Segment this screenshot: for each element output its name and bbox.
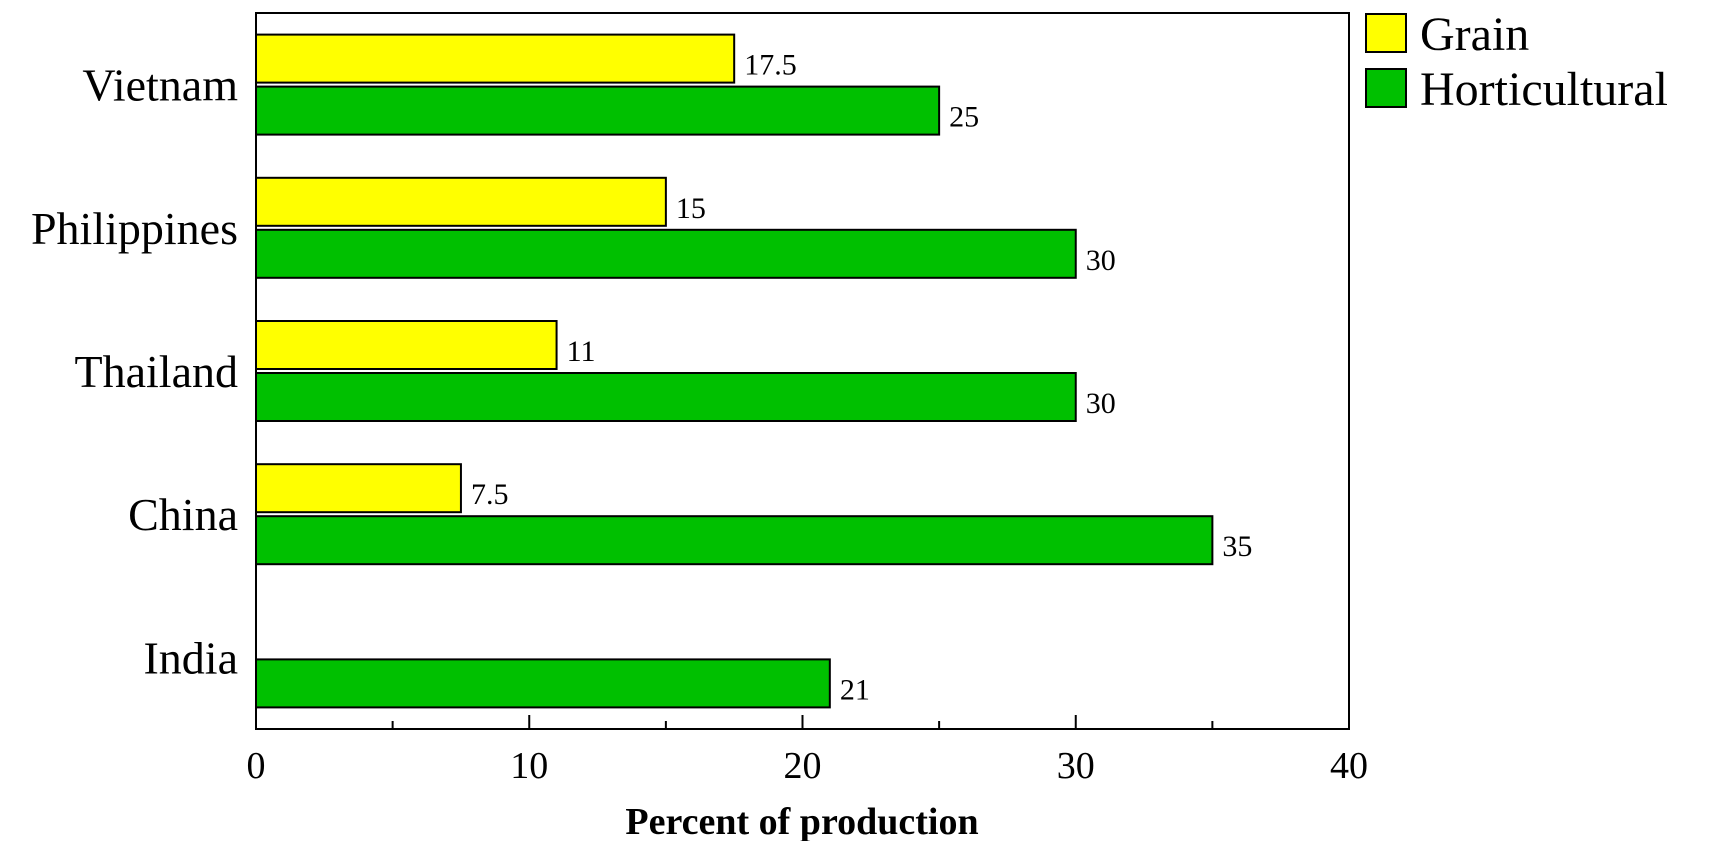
bar-grain-philippines [255, 176, 667, 227]
x-axis: 0 10 20 30 40 [247, 715, 1368, 787]
value-label-grain-vietnam: 17.5 [744, 49, 797, 82]
value-labels-layer: 21 7.5 35 11 30 15 30 17.5 25 [471, 49, 1252, 707]
value-label-horticultural-philippines: 30 [1086, 244, 1116, 277]
bar-horticultural-vietnam [255, 85, 941, 136]
x-tick-label-30: 30 [1057, 745, 1095, 787]
category-label-india: India [143, 632, 238, 683]
x-tick-label-0: 0 [247, 745, 266, 787]
value-label-horticultural-thailand: 30 [1086, 387, 1116, 420]
x-tick-label-40: 40 [1330, 745, 1368, 787]
x-tick-label-20: 20 [784, 745, 822, 787]
legend-label-grain: Grain [1420, 8, 1529, 61]
value-label-horticultural-india: 21 [840, 673, 870, 706]
legend-swatch-grain [1365, 13, 1407, 53]
x-axis-title: Percent of production [625, 801, 978, 841]
value-label-grain-philippines: 15 [676, 192, 706, 225]
category-label-china: China [128, 489, 238, 540]
bar-horticultural-india [255, 658, 831, 709]
category-label-philippines: Philippines [31, 203, 238, 254]
bar-grain-vietnam [255, 33, 736, 84]
x-tick-label-10: 10 [510, 745, 548, 787]
bar-horticultural-thailand [255, 372, 1077, 422]
bar-horticultural-china [255, 515, 1214, 566]
value-label-grain-china: 7.5 [471, 478, 509, 511]
category-label-thailand: Thailand [75, 346, 239, 397]
value-label-horticultural-vietnam: 25 [949, 101, 979, 134]
bars-layer [255, 33, 1214, 709]
bar-grain-thailand [255, 320, 558, 370]
value-label-horticultural-china: 35 [1222, 530, 1252, 563]
bar-horticultural-philippines [255, 228, 1077, 279]
bar-grain-china [255, 463, 462, 514]
category-label-vietnam: Vietnam [82, 60, 238, 111]
legend-label-horticultural: Horticultural [1420, 63, 1668, 116]
category-labels: India China Thailand Philippines Vietnam [31, 60, 238, 684]
value-label-grain-thailand: 11 [567, 335, 596, 368]
legend-swatch-horticultural [1365, 68, 1407, 108]
